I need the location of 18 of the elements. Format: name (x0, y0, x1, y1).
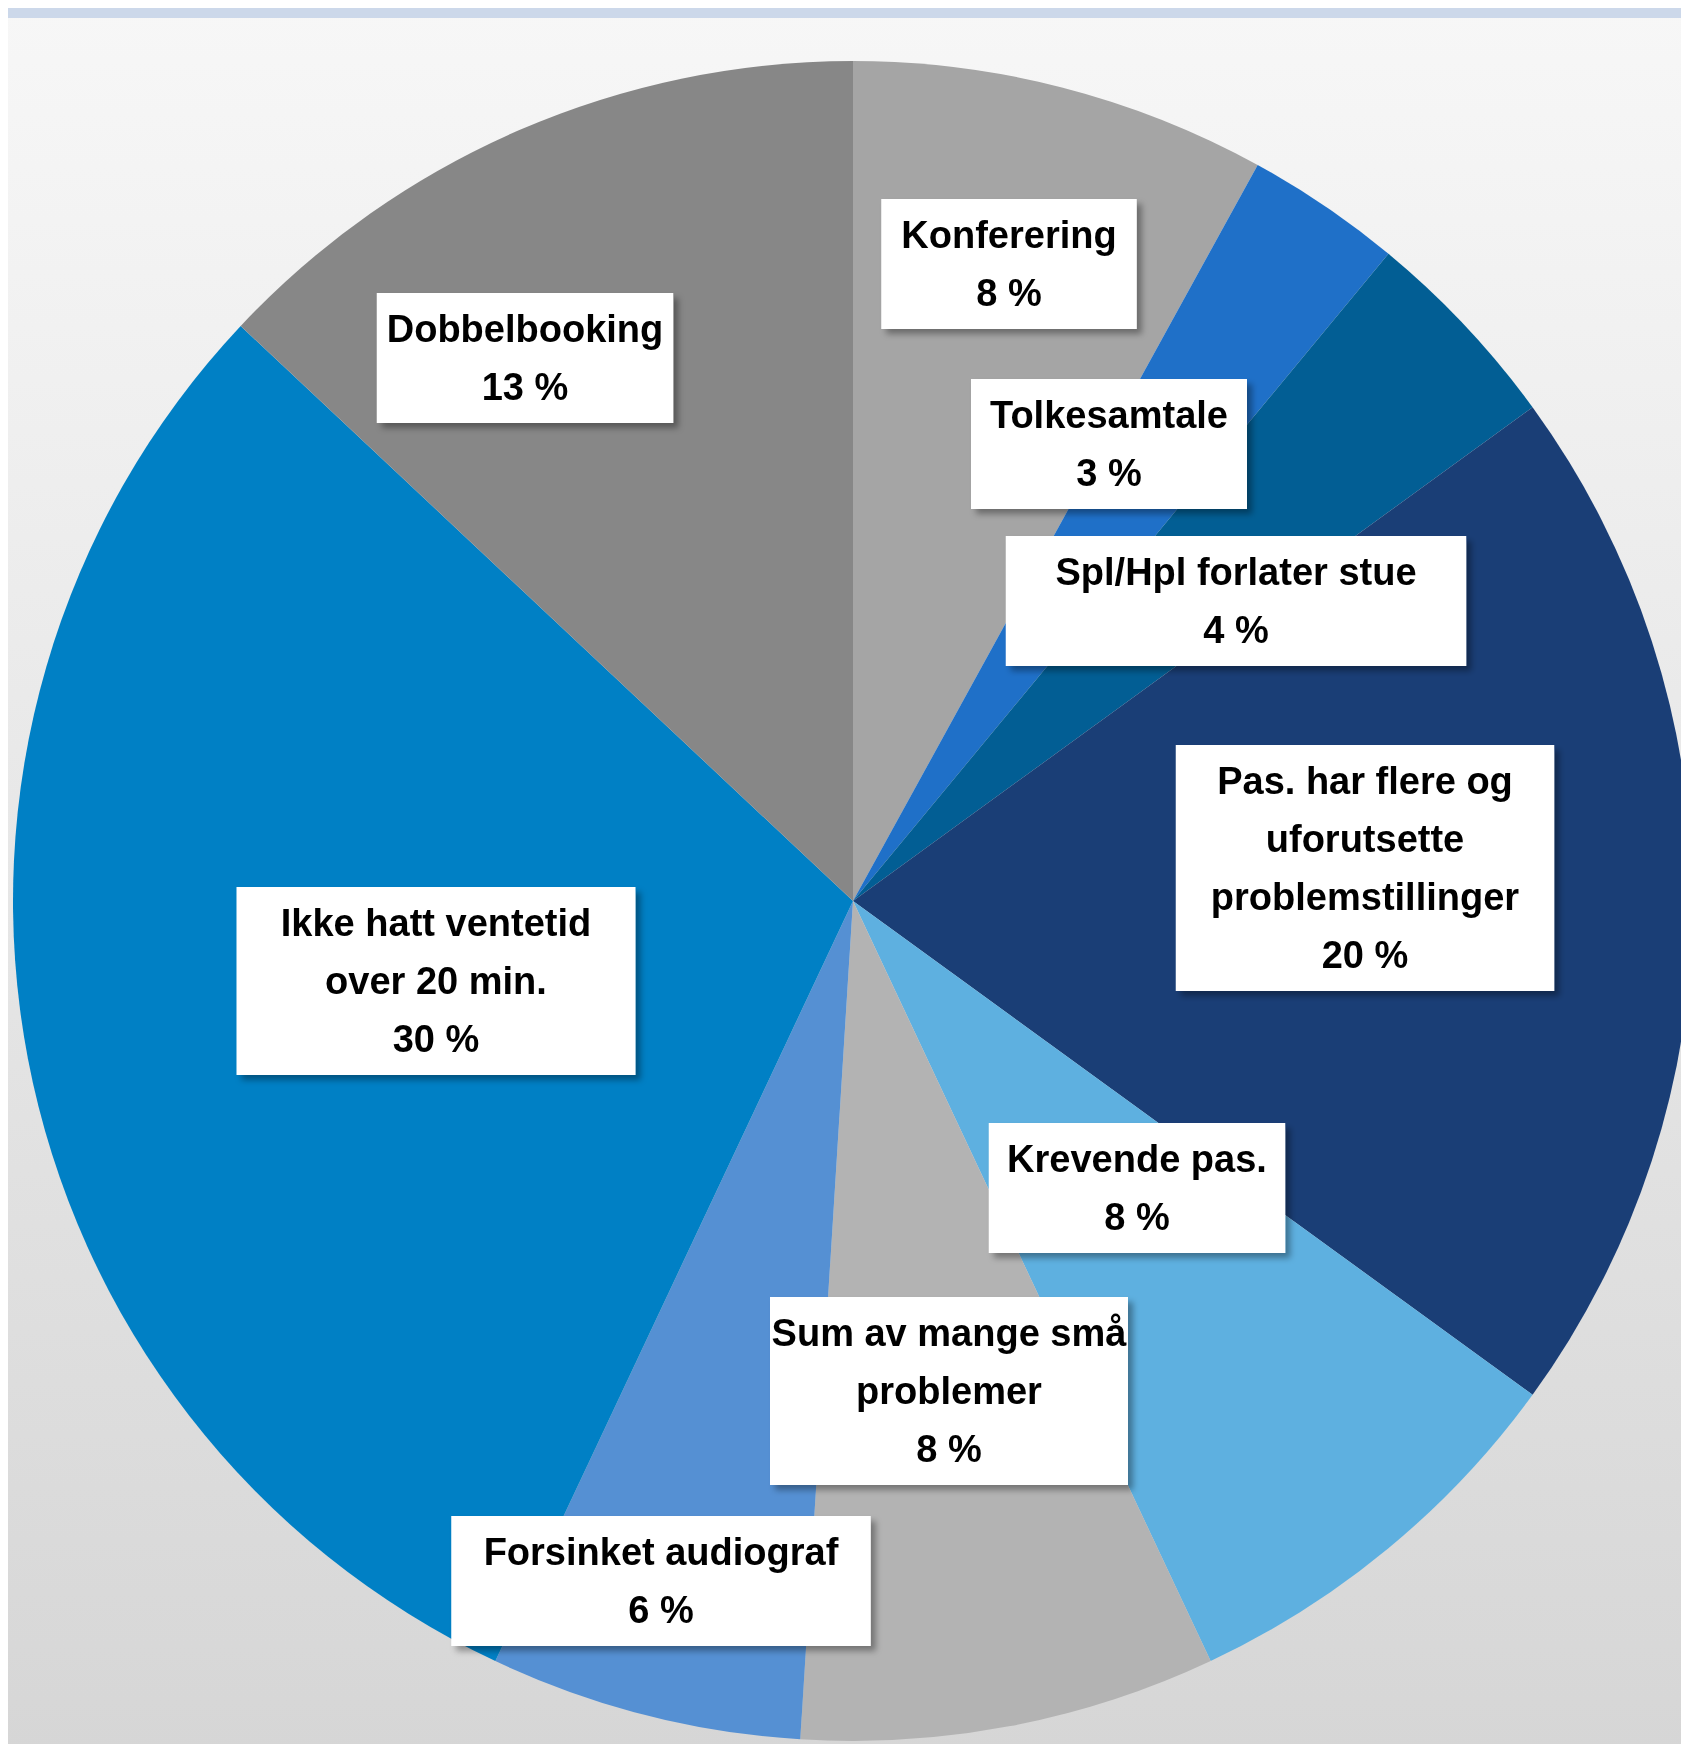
slice-label: Tolkesamtale (990, 394, 1228, 436)
slice-label: Ikke hatt ventetid over 20 min. (280, 902, 592, 1002)
slice-label: Dobbelbooking (386, 308, 664, 350)
slice-label: Krevende pas. (1007, 1138, 1267, 1180)
slice-label: Forsinket audiograf (483, 1531, 839, 1573)
data-label: 8 % (916, 1428, 982, 1470)
data-label: 30 % (392, 1018, 480, 1060)
data-label: 20 % (1321, 934, 1409, 976)
data-label: 3 % (1076, 452, 1142, 494)
slice-label: Pas. har flere og uforutsette problemstillinger (1210, 760, 1520, 918)
data-label: 4 % (1203, 609, 1269, 651)
data-label: 8 % (1104, 1196, 1170, 1238)
slice-label: Spl/Hpl forlater stue (1055, 551, 1417, 593)
slice-label: Sum av mange små problemer (771, 1312, 1128, 1412)
data-label: 6 % (628, 1589, 694, 1631)
slice-label: Konferering (901, 214, 1117, 256)
data-label: 13 % (481, 366, 569, 408)
data-label: 8 % (976, 272, 1042, 314)
